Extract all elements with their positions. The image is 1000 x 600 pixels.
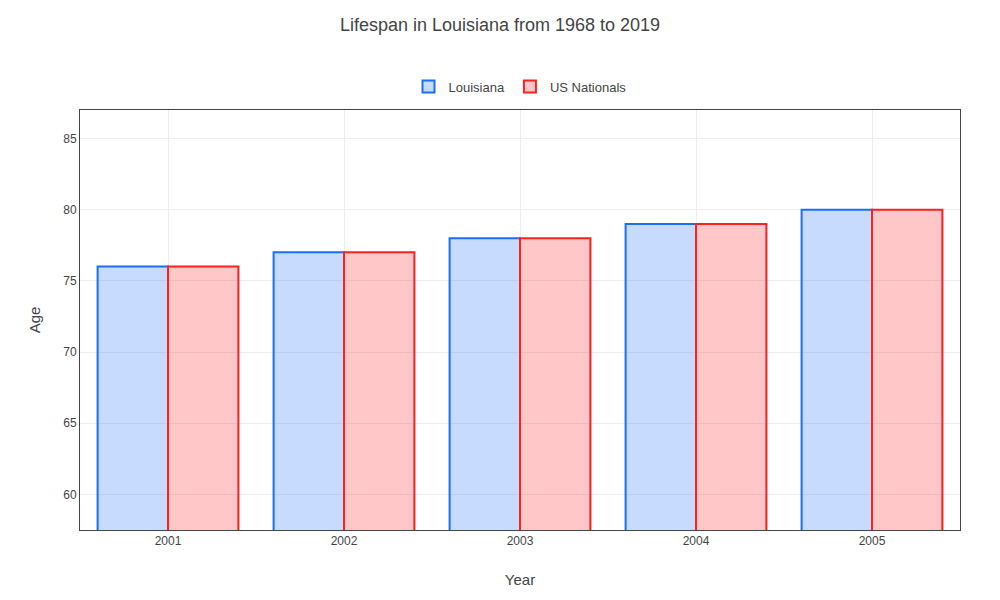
- svg-text:85: 85: [63, 132, 77, 146]
- svg-text:Age: Age: [26, 307, 43, 334]
- svg-text:80: 80: [63, 203, 77, 217]
- svg-text:70: 70: [63, 345, 77, 359]
- svg-text:2005: 2005: [859, 534, 886, 548]
- svg-text:2004: 2004: [683, 534, 710, 548]
- svg-text:2001: 2001: [155, 534, 182, 548]
- svg-text:2003: 2003: [507, 534, 534, 548]
- svg-text:Louisiana: Louisiana: [449, 80, 505, 95]
- svg-text:Year: Year: [505, 571, 535, 588]
- svg-text:75: 75: [63, 274, 77, 288]
- svg-text:60: 60: [63, 488, 77, 502]
- svg-text:2002: 2002: [331, 534, 358, 548]
- svg-text:US Nationals: US Nationals: [550, 80, 626, 95]
- svg-text:65: 65: [63, 416, 77, 430]
- svg-text:Lifespan in Louisiana from 196: Lifespan in Louisiana from 1968 to 2019: [340, 15, 660, 35]
